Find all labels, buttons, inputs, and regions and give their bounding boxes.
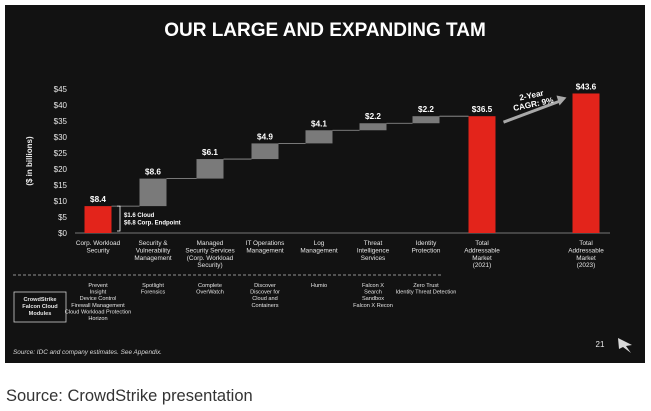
y-tick-label: $45 [54, 85, 68, 94]
bar [139, 178, 167, 207]
bar [305, 130, 333, 144]
y-tick-label: $20 [54, 165, 68, 174]
y-tick-label: $40 [54, 101, 68, 110]
x-tick-label: Security & Vulnerability Management [134, 240, 172, 262]
cagr-label: 2-YearCAGR: 9% [511, 87, 555, 113]
x-tick-label: Total Addressable Market (2023) [568, 240, 604, 269]
y-tick-label: $5 [58, 213, 67, 222]
y-tick-label: $35 [54, 117, 68, 126]
modules-label-box [13, 291, 67, 323]
bar [572, 93, 600, 233]
y-axis-label: ($ in billions) [25, 136, 34, 186]
data-label: $2.2 [418, 105, 434, 114]
footnote: Source: IDC and company estimates. See A… [13, 349, 162, 356]
bar [251, 143, 279, 160]
module-list: Discover Discover for Cloud and Containers [250, 283, 280, 309]
bar [84, 206, 112, 233]
arrow-head-icon [556, 95, 567, 106]
y-tick-label: $10 [54, 197, 68, 206]
module-list: Spotlight Forensics [141, 283, 165, 296]
x-tick-label: Threat Intelligence Services [357, 240, 390, 262]
y-tick-label: $15 [54, 181, 68, 190]
data-label: $36.5 [472, 105, 493, 114]
x-tick-label: IT Operations Management [246, 240, 285, 254]
x-tick-label: Log Management [300, 240, 338, 254]
x-tick-label: Managed Security Services (Corp. Workload S… [185, 240, 234, 269]
bar [196, 159, 224, 179]
y-tick-label: $25 [54, 149, 68, 158]
x-tick-label: Identity Protection [412, 240, 441, 254]
source-caption: Source: CrowdStrike presentation [6, 387, 253, 405]
modules-label: CrowdStrike Falcon Cloud Modules [22, 297, 58, 317]
slide: OUR LARGE AND EXPANDING TAM $0 $5 $10 $15 $2… [5, 5, 645, 363]
x-tick-label: Total Addressable Market (2021) [464, 240, 500, 269]
growth-arrow [502, 99, 563, 124]
bars: $8.4 $8.6 $6.1 $4.9 $4.1 $2.2 $2.2 $36.5 $43.6 [84, 82, 600, 233]
bar [412, 116, 440, 124]
y-tick-label: $0 [58, 229, 67, 238]
module-list: Zero Trust Identity Threat Detection [396, 283, 457, 296]
module-list: Falcon X Search Sandbox Falcon X Recon [353, 283, 393, 309]
bar [468, 116, 496, 233]
data-label: $6.1 [202, 148, 218, 157]
module-list: Humio [311, 283, 327, 289]
bar [359, 123, 387, 131]
breakdown-note: $1.6 Cloud $6.8 Corp. Endpoint [124, 213, 181, 227]
data-label: $2.2 [365, 112, 381, 121]
data-label: $8.6 [145, 168, 161, 177]
data-label: $8.4 [90, 195, 106, 204]
data-label: $4.9 [257, 132, 273, 141]
tam-chart: OUR LARGE AND EXPANDING TAM $0 $5 $10 $15 $2… [13, 20, 632, 356]
category-labels: Corp. Workload Security Security & Vulnerab… [76, 240, 604, 269]
modules-row: CrowdStrike Falcon Cloud Modules Prevent Ins… [13, 274, 457, 323]
y-tick-label: $30 [54, 133, 68, 142]
module-list: Prevent Insight Device Control Firewall Man… [65, 283, 131, 322]
data-label: $4.1 [311, 119, 327, 128]
annotations: $1.6 Cloud $6.8 Corp. Endpoint 2-YearCAGR:… [117, 87, 567, 232]
chart-title: OUR LARGE AND EXPANDING TAM [164, 20, 486, 41]
page-number: 21 [596, 340, 605, 349]
module-list: Complete OverWatch [196, 283, 224, 296]
breakdown-bracket [117, 205, 121, 232]
y-axis: $0 $5 $10 $15 $20 $25 $30 $35 $40 $45 [54, 85, 610, 238]
x-tick-label: Corp. Workload Security [76, 240, 121, 254]
falcon-logo-icon [618, 338, 632, 353]
data-label: $43.6 [576, 82, 597, 91]
